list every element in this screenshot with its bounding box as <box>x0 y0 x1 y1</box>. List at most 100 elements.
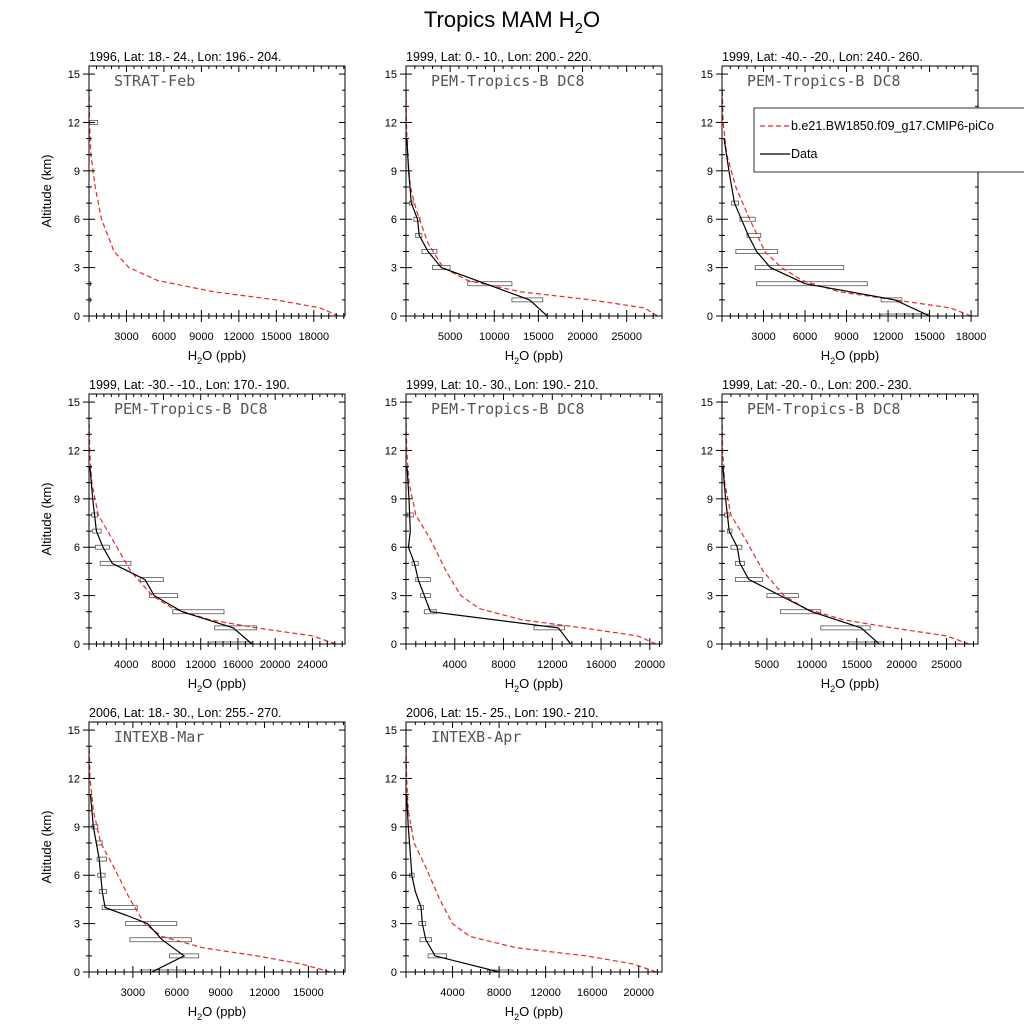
chart-panel-8: 2006, Lat: 15.- 25., Lon: 190.- 210. INTE… <box>385 706 663 1022</box>
figure-title: Tropics MAM H2O <box>424 7 600 37</box>
x-tick-label: 5000 <box>755 659 779 671</box>
model-line <box>406 418 657 644</box>
x-tick-label: 4000 <box>440 987 464 999</box>
y-tick-label: 9 <box>74 166 80 178</box>
x-axis-label: H2O (ppb) <box>821 676 879 694</box>
x-tick-label: 18000 <box>298 331 329 343</box>
data-line <box>722 466 880 644</box>
x-axis-label-part: H <box>505 1004 514 1019</box>
data-line <box>89 466 253 644</box>
y-tick-label: 15 <box>385 725 397 737</box>
y-tick-label: 9 <box>391 822 397 834</box>
plot-frame <box>405 721 663 973</box>
range-box <box>880 313 930 316</box>
range-box <box>139 577 164 582</box>
x-tick-label: 10000 <box>797 659 828 671</box>
x-tick-label: 4000 <box>114 659 138 671</box>
x-axis-label-part: H <box>821 676 830 691</box>
y-tick-label: 15 <box>385 397 397 409</box>
y-tick-label: 9 <box>391 166 397 178</box>
campaign-label: PEM-Tropics-B DC8 <box>431 400 585 418</box>
x-tick-label: 12000 <box>224 331 255 343</box>
model-line <box>89 746 331 972</box>
y-tick-label: 6 <box>707 214 713 226</box>
x-tick-label: 6000 <box>793 331 817 343</box>
x-axis-label: H2O (ppb) <box>188 348 246 366</box>
x-axis-label-subscript: 2 <box>514 684 519 694</box>
range-box <box>487 969 514 972</box>
range-box <box>820 625 871 631</box>
y-tick-label: 12 <box>68 773 80 785</box>
campaign-label: INTEXB-Mar <box>114 728 204 746</box>
model-line <box>406 90 658 316</box>
campaign-label: PEM-Tropics-B DC8 <box>747 400 901 418</box>
plot-frame <box>405 65 663 317</box>
panel-title: 1999, Lat: -30.- -10., Lon: 170.- 190. <box>89 378 290 392</box>
y-tick-label: 15 <box>68 397 80 409</box>
y-tick-label: 6 <box>707 542 713 554</box>
x-axis-label-subscript: 2 <box>514 1012 519 1022</box>
y-tick-label: 6 <box>391 870 397 882</box>
range-boxes <box>91 512 257 644</box>
x-axis-label-part: H <box>505 348 514 363</box>
y-tick-label: 3 <box>707 591 713 603</box>
y-axis-label: Altitude (km) <box>39 155 54 228</box>
x-axis-label-part: O (ppb) <box>519 348 563 363</box>
x-tick-label: 12000 <box>873 331 904 343</box>
y-tick-label: 0 <box>74 311 80 323</box>
x-tick-label: 10000 <box>479 331 510 343</box>
panel-title: 2006, Lat: 18.- 30., Lon: 255.- 270. <box>89 706 282 720</box>
range-box <box>420 593 431 599</box>
x-axis-label: H2O (ppb) <box>505 676 563 694</box>
y-tick-label: 12 <box>385 773 397 785</box>
x-axis-label-subscript: 2 <box>197 1012 202 1022</box>
x-tick-label: 8000 <box>151 659 175 671</box>
x-tick-label: 6000 <box>165 987 189 999</box>
x-tick-label: 20000 <box>623 987 654 999</box>
panel-title: 1999, Lat: 0.- 10., Lon: 200.- 220. <box>406 50 592 64</box>
y-tick-label: 0 <box>74 639 80 651</box>
y-tick-label: 0 <box>391 639 397 651</box>
y-tick-label: 12 <box>68 117 80 129</box>
range-box <box>172 609 225 615</box>
x-axis-label-part: H <box>188 1004 197 1019</box>
y-tick-label: 3 <box>391 263 397 275</box>
x-tick-label: 8000 <box>491 659 515 671</box>
x-axis-label-part: O (ppb) <box>519 1004 563 1019</box>
plot-frame <box>721 393 979 645</box>
x-tick-label: 15000 <box>523 331 554 343</box>
chart-panel-1: 1996, Lat: 18.- 24., Lon: 196.- 204. STRA… <box>39 50 346 366</box>
y-tick-label: 3 <box>707 263 713 275</box>
y-tick-label: 6 <box>74 542 80 554</box>
y-tick-label: 0 <box>391 967 397 979</box>
x-axis-label: H2O (ppb) <box>821 348 879 366</box>
range-box <box>125 921 178 927</box>
y-tick-label: 12 <box>385 117 397 129</box>
x-axis-label-subscript: 2 <box>830 356 835 366</box>
y-tick-label: 0 <box>74 967 80 979</box>
y-tick-label: 12 <box>385 445 397 457</box>
data-line <box>406 794 500 972</box>
y-tick-label: 3 <box>74 591 80 603</box>
panel-title: 1999, Lat: -20.- 0., Lon: 200.- 230. <box>722 378 912 392</box>
plot-frame <box>721 65 979 317</box>
x-axis-label-part: O (ppb) <box>519 676 563 691</box>
legend-label: Data <box>791 147 817 161</box>
panel-title: 2006, Lat: 15.- 25., Lon: 190.- 210. <box>406 706 599 720</box>
y-tick-label: 15 <box>68 725 80 737</box>
range-boxes <box>91 824 200 972</box>
plot-frame <box>405 393 663 645</box>
y-tick-label: 12 <box>701 117 713 129</box>
x-tick-label: 12000 <box>249 987 280 999</box>
x-tick-label: 25000 <box>931 659 962 671</box>
x-axis-label: H2O (ppb) <box>505 1004 563 1022</box>
x-tick-label: 16000 <box>577 987 608 999</box>
data-line <box>723 138 930 316</box>
data-line <box>89 794 186 972</box>
y-tick-label: 9 <box>74 494 80 506</box>
y-tick-label: 15 <box>68 69 80 81</box>
range-boxes <box>409 872 514 972</box>
x-tick-label: 12000 <box>530 987 561 999</box>
x-axis-label: H2O (ppb) <box>505 348 563 366</box>
campaign-label: PEM-Tropics-B DC8 <box>747 72 901 90</box>
